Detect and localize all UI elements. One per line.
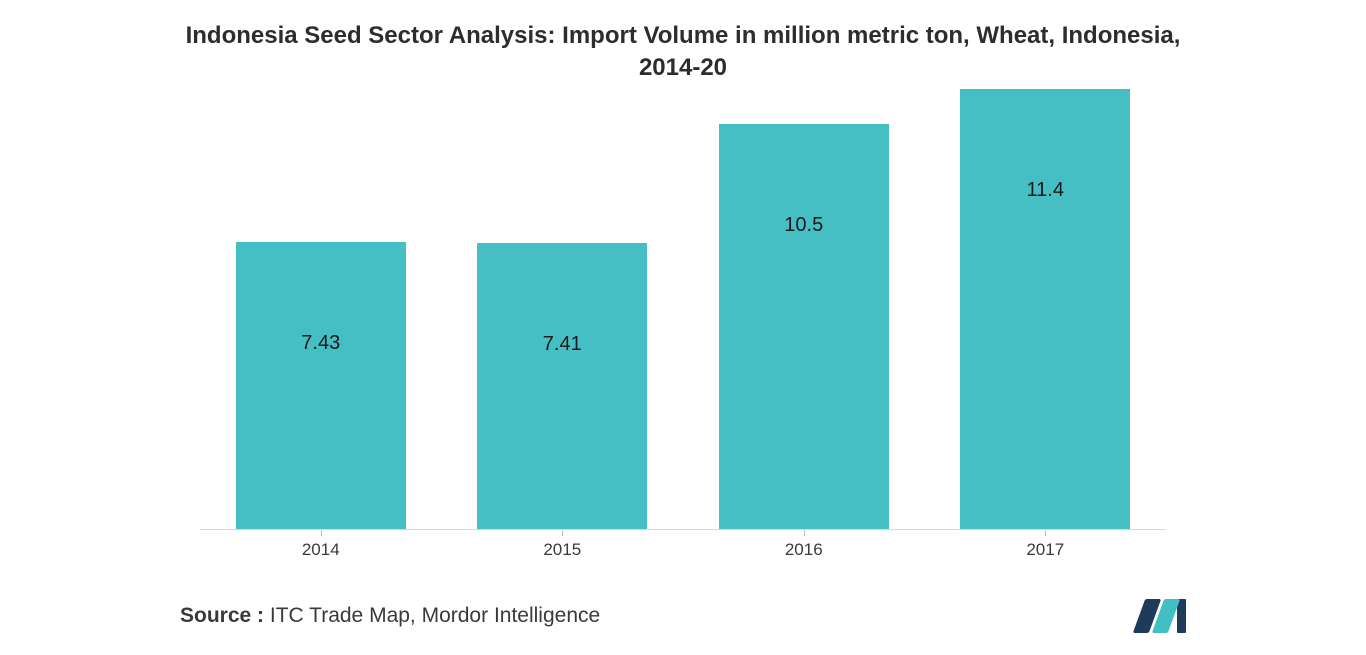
chart-title-line1: Indonesia Seed Sector Analysis: Import V… — [186, 22, 1181, 49]
bar-slot: 10.5 — [683, 89, 925, 529]
plot-area: 7.43 7.41 10.5 11.4 — [200, 89, 1166, 529]
x-axis: 2014201520162017 — [200, 529, 1166, 560]
bar-slot: 7.41 — [442, 89, 684, 529]
bar: 11.4 — [960, 89, 1130, 529]
x-tick-label: 2014 — [200, 530, 442, 560]
source-text: ITC Trade Map, Mordor Intelligence — [270, 604, 600, 627]
bar: 7.43 — [236, 242, 406, 529]
bar-slot: 7.43 — [200, 89, 442, 529]
bar: 10.5 — [719, 124, 889, 529]
source-label: Source : — [180, 604, 264, 627]
chart-footer: Source : ITC Trade Map, Mordor Intellige… — [0, 599, 1366, 633]
source-citation: Source : ITC Trade Map, Mordor Intellige… — [180, 604, 600, 628]
mordor-logo-icon — [1139, 599, 1186, 633]
bar-value-label: 11.4 — [960, 179, 1130, 202]
chart-container: Indonesia Seed Sector Analysis: Import V… — [0, 0, 1366, 655]
bar-value-label: 10.5 — [719, 214, 889, 237]
x-tick-label: 2015 — [442, 530, 684, 560]
x-tick-label: 2017 — [925, 530, 1167, 560]
x-tick-label: 2016 — [683, 530, 925, 560]
bar-value-label: 7.43 — [236, 332, 406, 355]
bar-value-label: 7.41 — [477, 333, 647, 356]
chart-title-line2: 2014-20 — [639, 54, 727, 81]
bar-slot: 11.4 — [925, 89, 1167, 529]
logo-bar-dark — [1177, 599, 1186, 633]
chart-title: Indonesia Seed Sector Analysis: Import V… — [60, 20, 1306, 85]
bar: 7.41 — [477, 243, 647, 529]
